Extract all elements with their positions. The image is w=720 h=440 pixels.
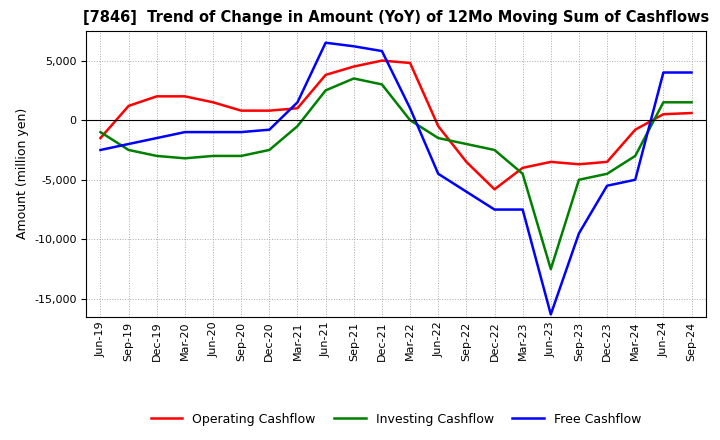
- Free Cashflow: [153, 136, 161, 141]
- Free Cashflow: [687, 70, 696, 75]
- Operating Cashflow: [687, 110, 696, 116]
- Operating Cashflow: [490, 187, 499, 192]
- Operating Cashflow: [349, 64, 358, 69]
- Operating Cashflow: [321, 72, 330, 77]
- Investing Cashflow: [575, 177, 583, 183]
- Operating Cashflow: [377, 58, 386, 63]
- Free Cashflow: [349, 44, 358, 49]
- Operating Cashflow: [659, 112, 667, 117]
- Free Cashflow: [265, 127, 274, 132]
- Free Cashflow: [462, 189, 471, 194]
- Free Cashflow: [237, 129, 246, 135]
- Free Cashflow: [434, 171, 443, 176]
- Investing Cashflow: [659, 99, 667, 105]
- Operating Cashflow: [406, 60, 415, 66]
- Investing Cashflow: [293, 124, 302, 129]
- Line: Investing Cashflow: Investing Cashflow: [101, 78, 691, 269]
- Free Cashflow: [377, 48, 386, 54]
- Free Cashflow: [406, 106, 415, 111]
- Investing Cashflow: [377, 82, 386, 87]
- Investing Cashflow: [153, 153, 161, 158]
- Operating Cashflow: [631, 127, 639, 132]
- Operating Cashflow: [434, 124, 443, 129]
- Investing Cashflow: [406, 117, 415, 123]
- Title: [7846]  Trend of Change in Amount (YoY) of 12Mo Moving Sum of Cashflows: [7846] Trend of Change in Amount (YoY) o…: [83, 11, 709, 26]
- Free Cashflow: [575, 231, 583, 236]
- Operating Cashflow: [265, 108, 274, 113]
- Investing Cashflow: [518, 171, 527, 176]
- Investing Cashflow: [490, 147, 499, 153]
- Operating Cashflow: [237, 108, 246, 113]
- Free Cashflow: [631, 177, 639, 183]
- Operating Cashflow: [209, 99, 217, 105]
- Operating Cashflow: [96, 136, 105, 141]
- Free Cashflow: [181, 129, 189, 135]
- Investing Cashflow: [631, 153, 639, 158]
- Free Cashflow: [209, 129, 217, 135]
- Investing Cashflow: [96, 129, 105, 135]
- Free Cashflow: [293, 99, 302, 105]
- Operating Cashflow: [603, 159, 611, 165]
- Operating Cashflow: [153, 94, 161, 99]
- Free Cashflow: [125, 141, 133, 147]
- Investing Cashflow: [237, 153, 246, 158]
- Investing Cashflow: [349, 76, 358, 81]
- Operating Cashflow: [181, 94, 189, 99]
- Free Cashflow: [603, 183, 611, 188]
- Investing Cashflow: [265, 147, 274, 153]
- Operating Cashflow: [293, 106, 302, 111]
- Free Cashflow: [659, 70, 667, 75]
- Investing Cashflow: [546, 267, 555, 272]
- Free Cashflow: [518, 207, 527, 212]
- Legend: Operating Cashflow, Investing Cashflow, Free Cashflow: Operating Cashflow, Investing Cashflow, …: [146, 408, 646, 431]
- Operating Cashflow: [518, 165, 527, 170]
- Y-axis label: Amount (million yen): Amount (million yen): [16, 108, 29, 239]
- Investing Cashflow: [462, 141, 471, 147]
- Operating Cashflow: [125, 103, 133, 109]
- Investing Cashflow: [181, 156, 189, 161]
- Line: Operating Cashflow: Operating Cashflow: [101, 61, 691, 189]
- Free Cashflow: [96, 147, 105, 153]
- Free Cashflow: [490, 207, 499, 212]
- Investing Cashflow: [321, 88, 330, 93]
- Investing Cashflow: [687, 99, 696, 105]
- Line: Free Cashflow: Free Cashflow: [101, 43, 691, 315]
- Investing Cashflow: [125, 147, 133, 153]
- Investing Cashflow: [434, 136, 443, 141]
- Operating Cashflow: [546, 159, 555, 165]
- Investing Cashflow: [209, 153, 217, 158]
- Free Cashflow: [321, 40, 330, 45]
- Operating Cashflow: [575, 161, 583, 167]
- Investing Cashflow: [603, 171, 611, 176]
- Free Cashflow: [546, 312, 555, 317]
- Operating Cashflow: [462, 159, 471, 165]
